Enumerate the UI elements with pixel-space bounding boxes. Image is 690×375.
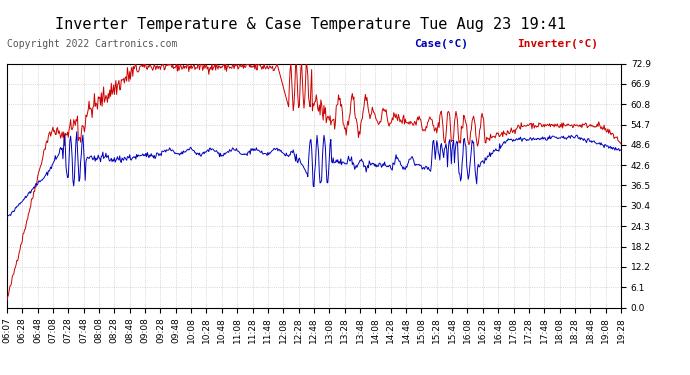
Text: Inverter Temperature & Case Temperature Tue Aug 23 19:41: Inverter Temperature & Case Temperature …	[55, 17, 566, 32]
Text: Inverter(°C): Inverter(°C)	[518, 39, 598, 50]
Text: Copyright 2022 Cartronics.com: Copyright 2022 Cartronics.com	[7, 39, 177, 50]
Text: Case(°C): Case(°C)	[414, 39, 468, 50]
